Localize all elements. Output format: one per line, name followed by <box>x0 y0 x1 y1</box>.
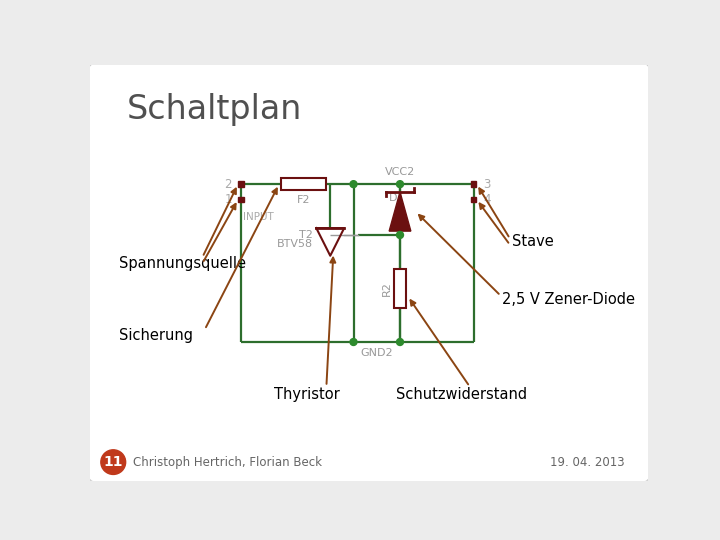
Text: BTV58: BTV58 <box>277 239 313 249</box>
Text: Spannungsquelle: Spannungsquelle <box>120 256 246 271</box>
FancyBboxPatch shape <box>89 63 649 482</box>
Text: Sicherung: Sicherung <box>120 328 194 343</box>
Text: INPUT: INPUT <box>243 212 274 222</box>
Text: Thyristor: Thyristor <box>274 387 340 402</box>
Text: F2: F2 <box>297 195 310 205</box>
Circle shape <box>397 232 403 239</box>
Bar <box>281 178 325 190</box>
Bar <box>471 197 477 202</box>
Text: Stave: Stave <box>513 234 554 249</box>
Bar <box>471 181 477 187</box>
Bar <box>238 181 244 187</box>
Text: R2: R2 <box>382 281 392 296</box>
Text: 2: 2 <box>225 178 232 191</box>
Text: Christoph Hertrich, Florian Beck: Christoph Hertrich, Florian Beck <box>132 456 322 469</box>
Text: 3: 3 <box>483 178 490 191</box>
Text: 19. 04. 2013: 19. 04. 2013 <box>550 456 625 469</box>
Text: 2,5 V Zener-Diode: 2,5 V Zener-Diode <box>503 292 635 307</box>
Text: Schutzwiderstand: Schutzwiderstand <box>397 387 528 402</box>
Text: 4: 4 <box>483 193 490 206</box>
Circle shape <box>350 181 357 187</box>
Text: T2: T2 <box>300 230 313 240</box>
Text: 11: 11 <box>104 455 123 469</box>
Bar <box>394 269 406 308</box>
Circle shape <box>397 181 403 187</box>
Bar <box>238 197 244 202</box>
Text: Schaltplan: Schaltplan <box>127 93 302 126</box>
Text: VCC2: VCC2 <box>385 167 415 177</box>
Polygon shape <box>389 192 411 231</box>
Text: 1: 1 <box>225 193 232 206</box>
Circle shape <box>397 339 403 346</box>
Circle shape <box>101 450 126 475</box>
Circle shape <box>350 339 357 346</box>
Text: D: D <box>388 193 397 204</box>
Text: GND2: GND2 <box>361 348 393 358</box>
